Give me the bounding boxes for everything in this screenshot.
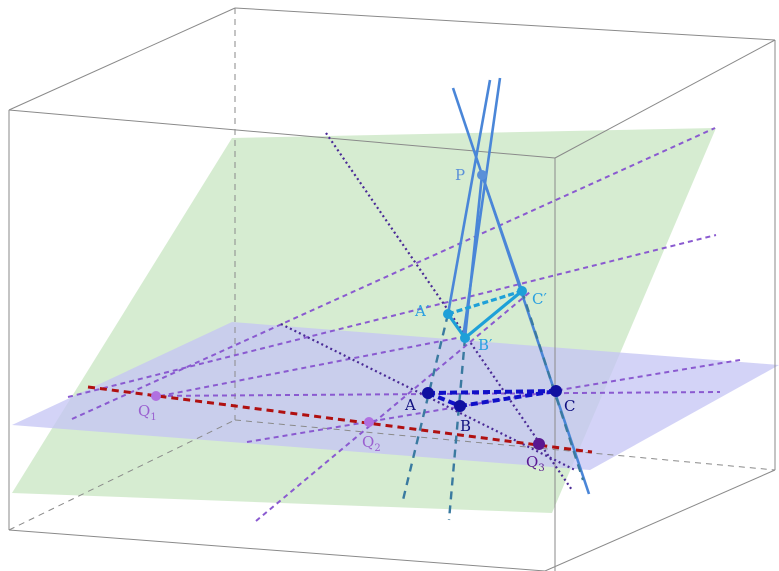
point-q1[interactable] [151, 391, 161, 401]
label-b-prime: B′ [478, 336, 493, 354]
label-p: P [455, 166, 465, 184]
label-q1: Q1 [138, 402, 157, 423]
point-a-prime[interactable] [443, 309, 453, 319]
label-a: A [404, 396, 416, 414]
label-b: B [460, 417, 471, 435]
point-c-prime[interactable] [517, 286, 527, 296]
point-b-prime[interactable] [460, 333, 470, 343]
point-p[interactable] [477, 170, 487, 180]
label-q2: Q2 [362, 433, 381, 454]
label-c-prime: C′ [532, 290, 547, 308]
construction-lines [67, 127, 741, 522]
label-q3: Q3 [526, 453, 545, 474]
point-b[interactable] [454, 400, 466, 412]
desargues-axis [87, 385, 593, 454]
point-c[interactable] [550, 385, 562, 397]
bounding-box [8, 7, 776, 571]
point-q3[interactable] [533, 438, 545, 450]
label-c: C [564, 397, 575, 415]
point-q2[interactable] [364, 417, 374, 427]
label-a-prime: A′ [414, 302, 430, 320]
point-a[interactable] [422, 387, 434, 399]
projection-extensions [401, 290, 585, 521]
